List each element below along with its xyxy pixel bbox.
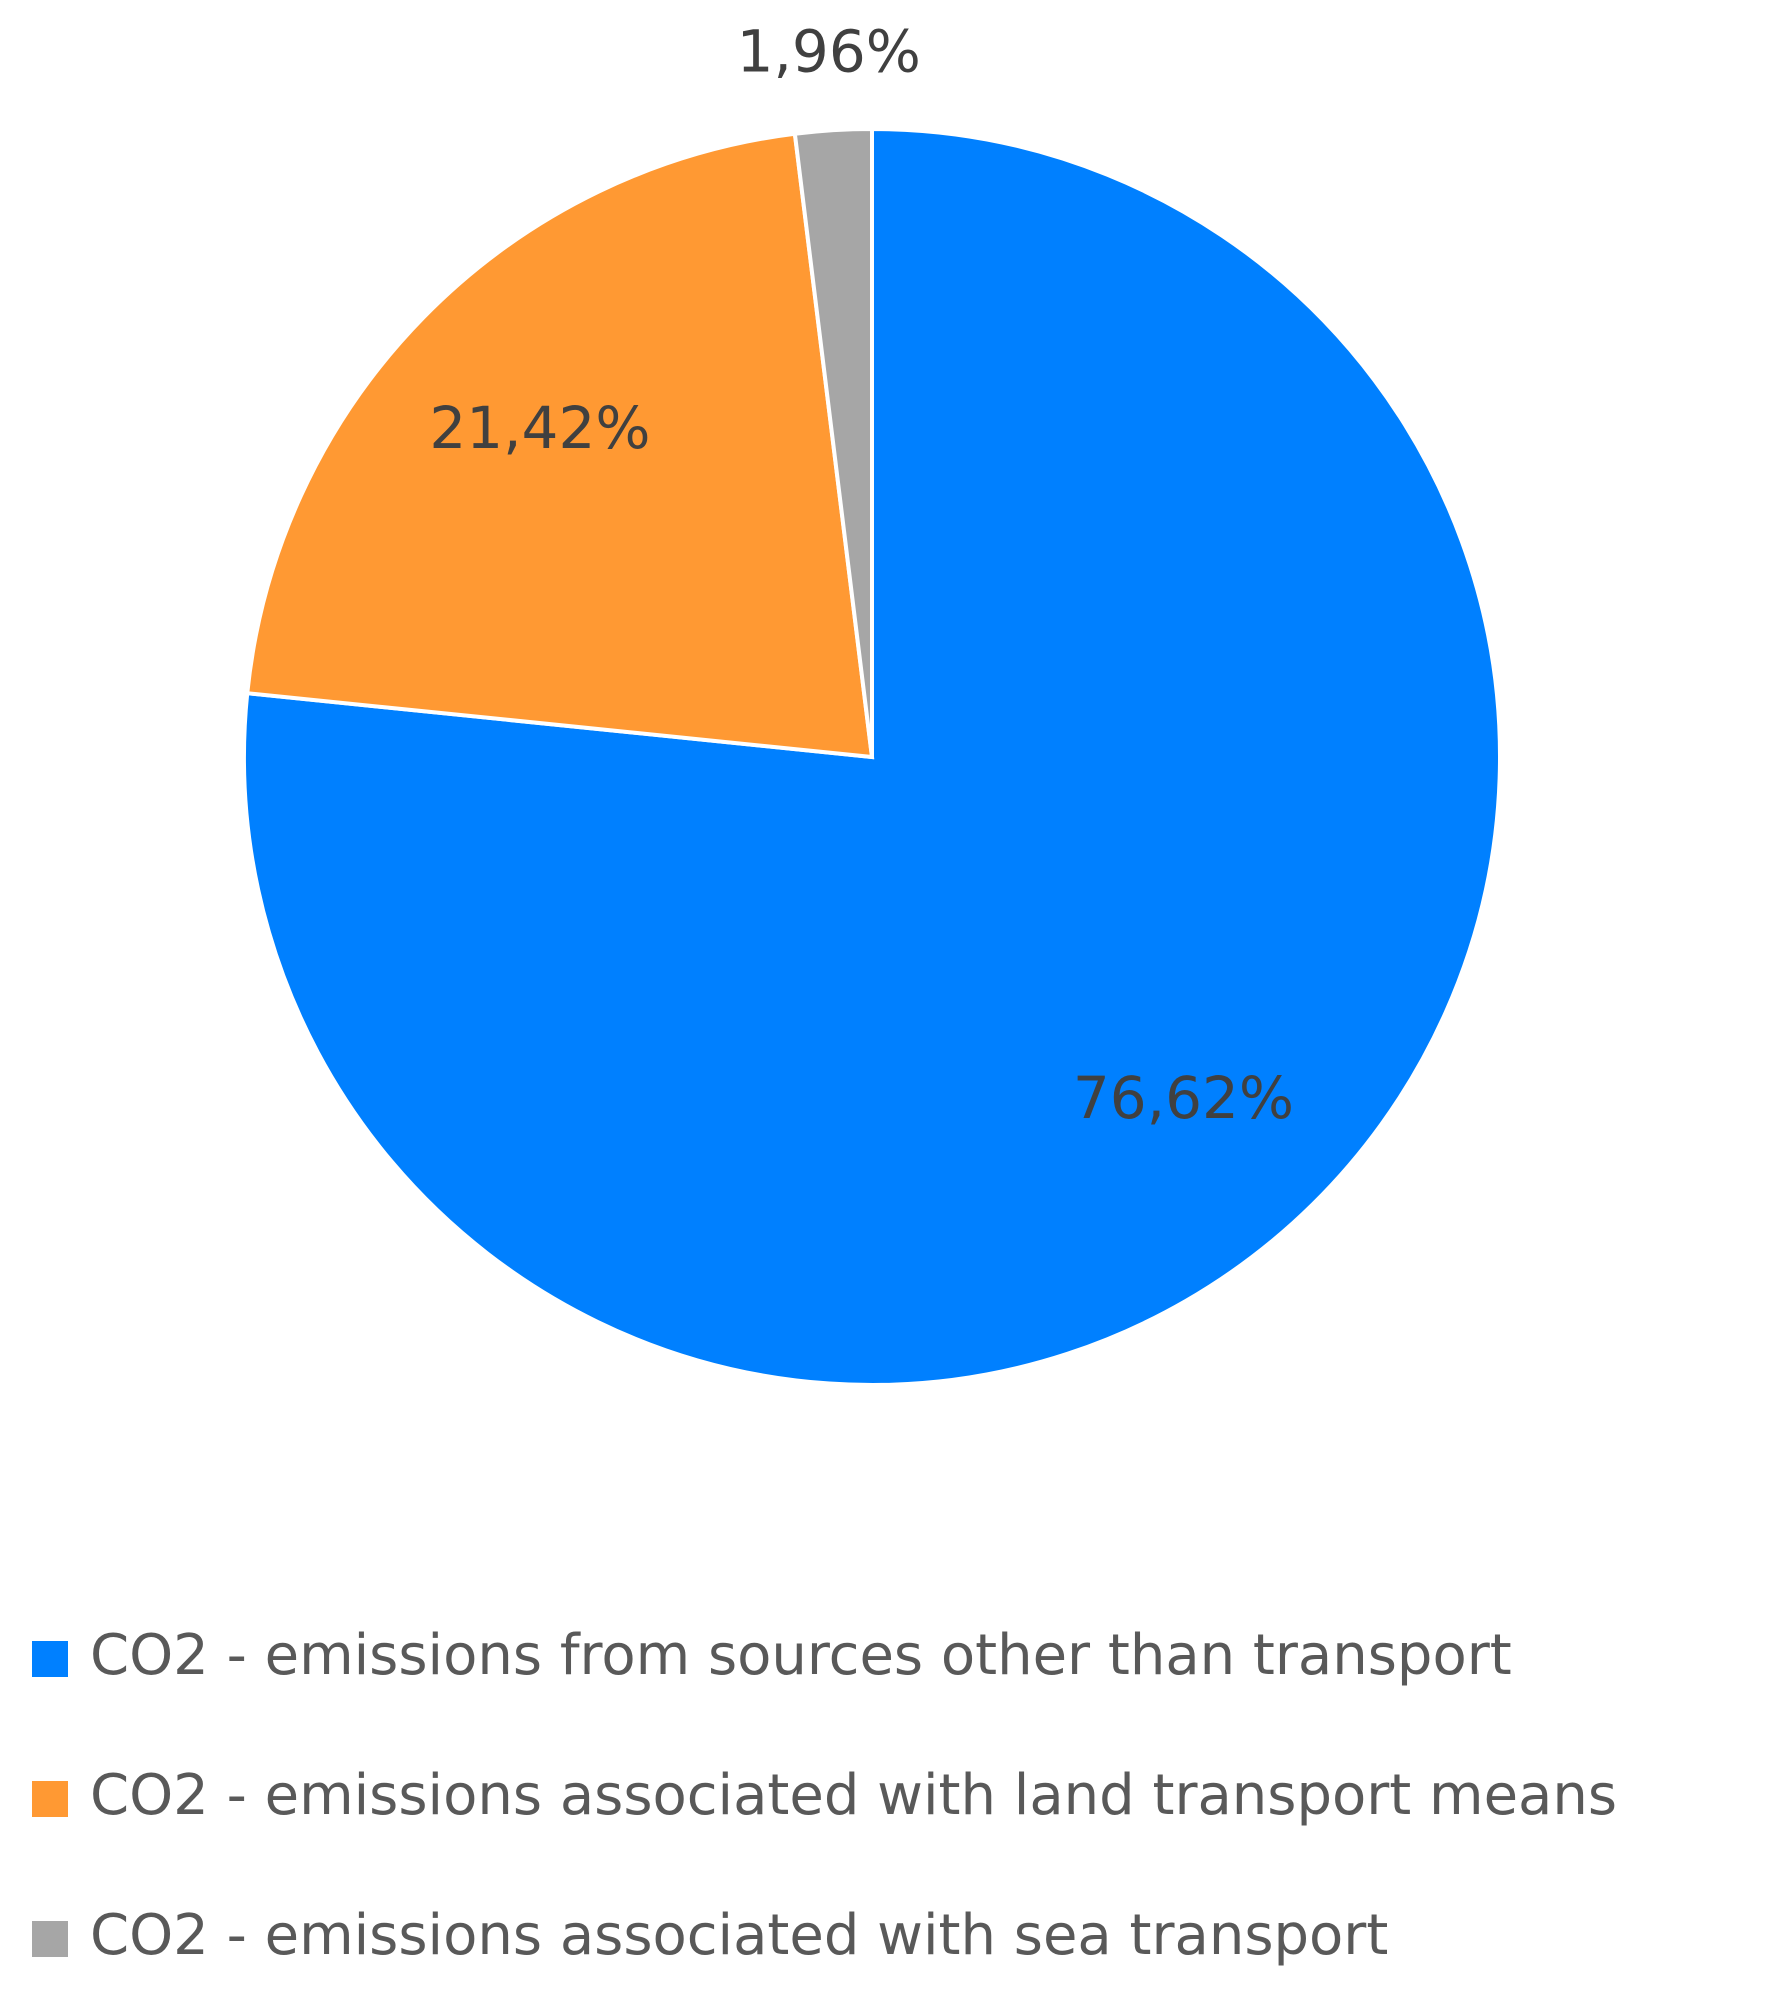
legend-swatch xyxy=(32,1641,68,1677)
legend-swatch xyxy=(32,1921,68,1957)
legend-label: CO2 - emissions from sources other than … xyxy=(90,1623,1512,1688)
pie-slice xyxy=(245,131,875,760)
legend-swatch xyxy=(32,1781,68,1817)
value-label: 76,62% xyxy=(1073,1064,1294,1132)
pie-slice xyxy=(792,126,874,758)
value-label: 1,96% xyxy=(737,17,921,85)
legend-label: CO2 - emissions associated with land tra… xyxy=(90,1763,1617,1828)
value-label: 21,42% xyxy=(429,394,650,462)
legend-label: CO2 - emissions associated with sea tran… xyxy=(90,1903,1388,1968)
pie-slice xyxy=(242,126,1502,1387)
